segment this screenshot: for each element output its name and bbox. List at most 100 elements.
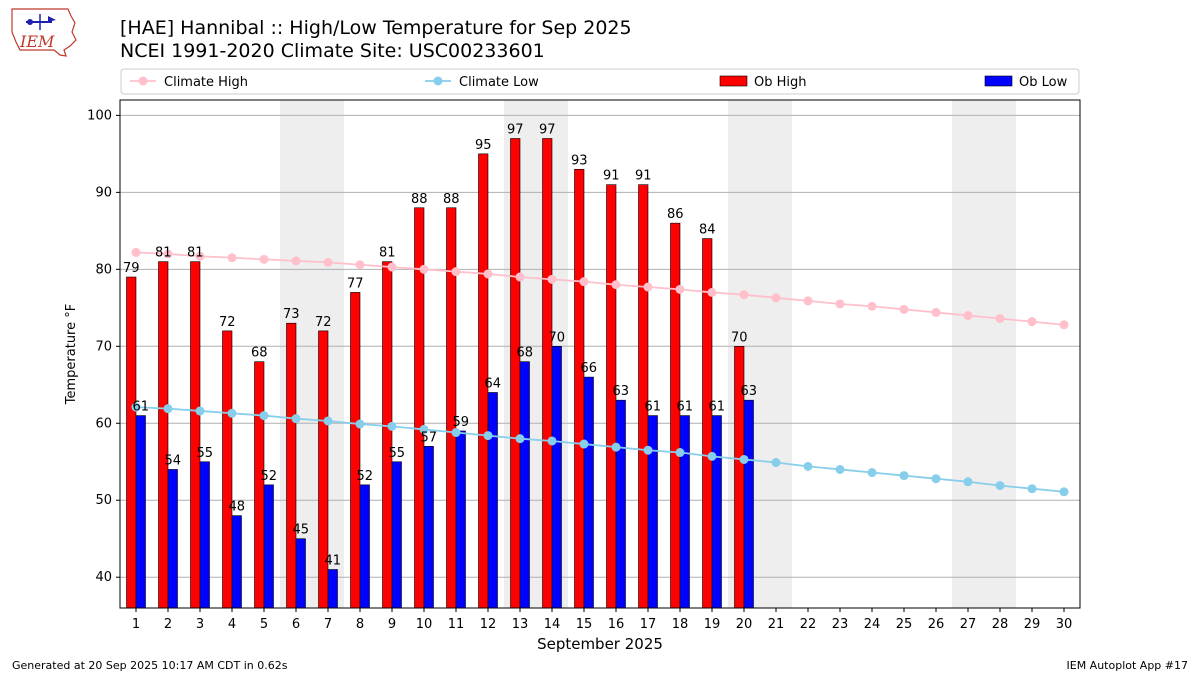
x-tick-label: 12 <box>480 617 497 632</box>
climate-high-point <box>355 260 365 270</box>
climate-high-point <box>867 301 877 311</box>
y-tick-label: 50 <box>95 493 112 508</box>
legend-box <box>120 68 1080 95</box>
app-label: IEM Autoplot App #17 <box>1066 659 1189 672</box>
ob-low-bar <box>583 376 594 609</box>
climate-high-point <box>259 254 269 264</box>
x-tick-label: 27 <box>960 617 977 632</box>
ob-low-bar <box>551 346 562 609</box>
ob-high-label: 95 <box>475 138 492 153</box>
climate-low-point <box>995 481 1005 491</box>
climate-high-point <box>323 257 333 267</box>
climate-high-point <box>163 249 173 259</box>
ob-high-bar <box>670 222 681 609</box>
climate-low-point <box>419 424 429 434</box>
climate-high-point <box>963 311 973 321</box>
legend-marker-climate-high <box>138 76 148 86</box>
ob-high-bar <box>382 261 393 609</box>
climate-high-point <box>131 247 141 257</box>
ob-low-label: 63 <box>612 384 629 399</box>
ob-low-bar <box>455 430 466 609</box>
x-tick-label: 29 <box>1024 617 1041 632</box>
x-tick-label: 16 <box>608 617 625 632</box>
climate-low-point <box>1059 487 1069 497</box>
x-tick-label: 24 <box>864 617 881 632</box>
x-tick-label: 23 <box>832 617 849 632</box>
ob-high-label: 77 <box>347 276 364 291</box>
ob-high-bar <box>350 292 361 609</box>
ob-high-bar <box>286 322 297 609</box>
data-labels: 79 81 81 72 68 73 72 77 81 88 88 95 97 97 93 91 91 86 84 70… <box>123 122 757 568</box>
climate-high-point <box>771 293 781 303</box>
ob-high-label: 91 <box>635 169 652 184</box>
ob-low-bar <box>263 484 274 609</box>
climate-high-point <box>515 272 525 282</box>
x-tick-label: 19 <box>704 617 721 632</box>
ob-low-bar <box>487 392 498 609</box>
ob-low-label: 61 <box>676 400 693 415</box>
ob-low-bar <box>199 461 210 609</box>
climate-high-point <box>803 296 813 306</box>
climate-high-point <box>739 290 749 300</box>
climate-low-point <box>803 461 813 471</box>
legend-marker-climate-low <box>433 76 443 86</box>
ob-high-label: 93 <box>571 153 588 168</box>
climate-low-point <box>739 454 749 464</box>
x-tick-label: 2 <box>164 617 172 632</box>
climate-high-point <box>579 277 589 287</box>
climate-high-point <box>835 299 845 309</box>
ob-low-label: 41 <box>324 554 341 569</box>
x-tick-label: 1 <box>132 617 140 632</box>
x-tick-label: 18 <box>672 617 689 632</box>
climate-high-point <box>451 267 461 277</box>
x-tick-label: 7 <box>324 617 332 632</box>
legend: Climate High Climate Low Ob High Ob Low <box>120 68 1080 95</box>
x-tick-label: 10 <box>416 617 433 632</box>
chart-title: [HAE] Hannibal :: High/Low Temperature f… <box>120 17 632 39</box>
climate-low-point <box>483 431 493 441</box>
legend-label-climate-low: Climate Low <box>459 75 539 90</box>
ob-low-bar <box>327 569 338 609</box>
ob-low-bar <box>359 484 370 609</box>
x-axis-label: September 2025 <box>537 635 663 653</box>
climate-low-point <box>323 416 333 426</box>
climate-low-point <box>579 439 589 449</box>
climate-high-point <box>483 269 493 279</box>
climate-high-point <box>547 274 557 284</box>
ob-high-label: 97 <box>539 122 556 137</box>
y-tick-label: 70 <box>95 339 112 354</box>
climate-high-point <box>1027 317 1037 327</box>
x-tick-label: 11 <box>448 617 465 632</box>
x-tick-label: 9 <box>388 617 396 632</box>
ob-high-label: 73 <box>283 307 300 322</box>
ob-low-label: 70 <box>548 330 565 345</box>
ob-low-bar <box>423 446 434 609</box>
ob-low-label: 61 <box>644 400 661 415</box>
plot-frame <box>119 99 1081 609</box>
ob-high-label: 91 <box>603 169 620 184</box>
generated-timestamp: Generated at 20 Sep 2025 10:17 AM CDT in… <box>12 659 288 672</box>
climate-high-point <box>387 262 397 272</box>
climate-high-point <box>227 253 237 263</box>
x-tick-label: 17 <box>640 617 657 632</box>
y-gridlines <box>120 114 1080 578</box>
ob-low-label: 63 <box>740 384 757 399</box>
climate-high-point <box>707 287 717 297</box>
climate-low-point <box>451 428 461 438</box>
climate-low-point <box>771 458 781 468</box>
climate-low-point <box>227 408 237 418</box>
ob-low-bar <box>391 461 402 609</box>
ob-high-bar <box>126 276 137 609</box>
y-axis-label: Temperature °F <box>64 304 79 405</box>
ob-high-bar <box>542 138 553 609</box>
ob-high-label: 86 <box>667 207 684 222</box>
climate-low-point <box>547 436 557 446</box>
climate-low-point <box>867 468 877 478</box>
ob-high-label: 97 <box>507 122 524 137</box>
legend-swatch-ob-high <box>719 75 748 87</box>
climate-low-line <box>135 406 1065 493</box>
x-tick-label: 6 <box>292 617 300 632</box>
ob-high-bar <box>190 261 201 609</box>
x-tick-label: 13 <box>512 617 529 632</box>
ob-low-bar <box>615 399 626 609</box>
